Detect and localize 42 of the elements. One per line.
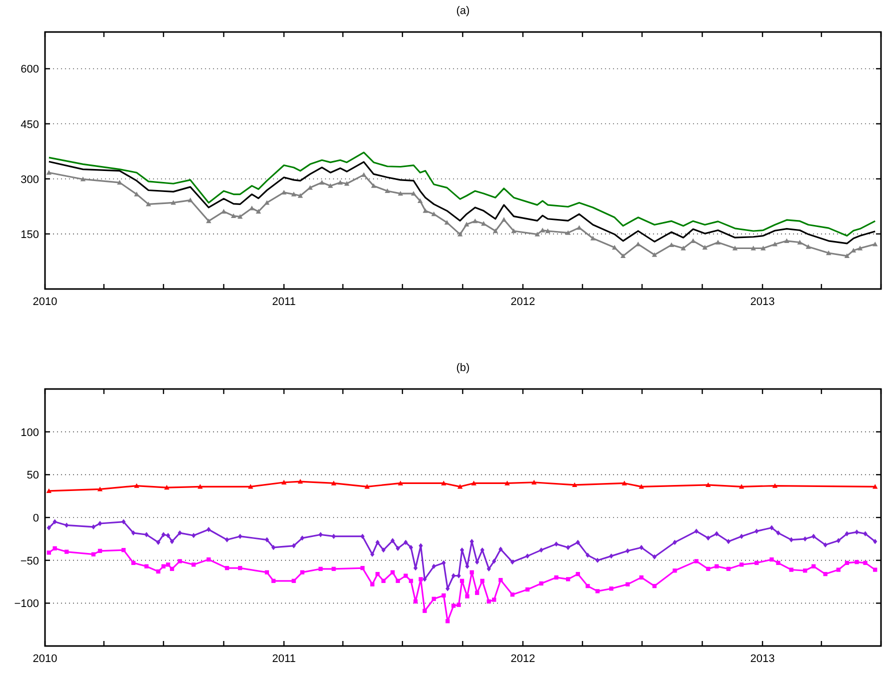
point — [772, 483, 778, 488]
y-tick-label: 100 — [20, 426, 39, 439]
point — [46, 488, 52, 494]
point — [738, 484, 744, 489]
x-tick-label: 2013 — [750, 653, 775, 665]
x-tick-label: 2012 — [510, 296, 536, 308]
chart-title: (b) — [456, 362, 470, 374]
x-tick-label: 2012 — [510, 653, 536, 665]
point — [706, 482, 711, 488]
y-tick-label: 0 — [32, 512, 39, 524]
point — [134, 483, 140, 488]
point — [164, 484, 170, 490]
y-tick-label: 600 — [20, 64, 39, 76]
x-tick-label: 2011 — [272, 296, 296, 308]
point — [504, 480, 510, 486]
point — [298, 478, 303, 484]
point — [572, 482, 578, 488]
point — [471, 480, 476, 486]
point — [441, 480, 446, 486]
point — [638, 484, 644, 489]
x-tick-label: 2013 — [750, 296, 775, 308]
point — [331, 480, 336, 486]
x-tick-label: 2011 — [272, 653, 296, 665]
point — [622, 480, 627, 486]
y-tick-label: 50 — [26, 470, 39, 482]
y-tick-label: −100 — [14, 598, 39, 610]
point — [281, 480, 287, 484]
y-tick-label: −50 — [20, 555, 39, 568]
x-tick-label: 2010 — [32, 653, 58, 665]
point — [248, 484, 254, 489]
y-tick-label: 300 — [20, 174, 39, 186]
point — [198, 484, 203, 489]
x-tick-label: 2010 — [32, 296, 58, 308]
point — [457, 484, 463, 489]
point — [531, 480, 537, 484]
point — [97, 486, 103, 492]
point — [872, 484, 878, 489]
y-tick-label: 150 — [20, 228, 39, 241]
chart-title: (a) — [456, 5, 470, 17]
y-tick-label: 450 — [20, 118, 39, 131]
line-series — [48, 152, 876, 237]
point — [398, 480, 404, 486]
